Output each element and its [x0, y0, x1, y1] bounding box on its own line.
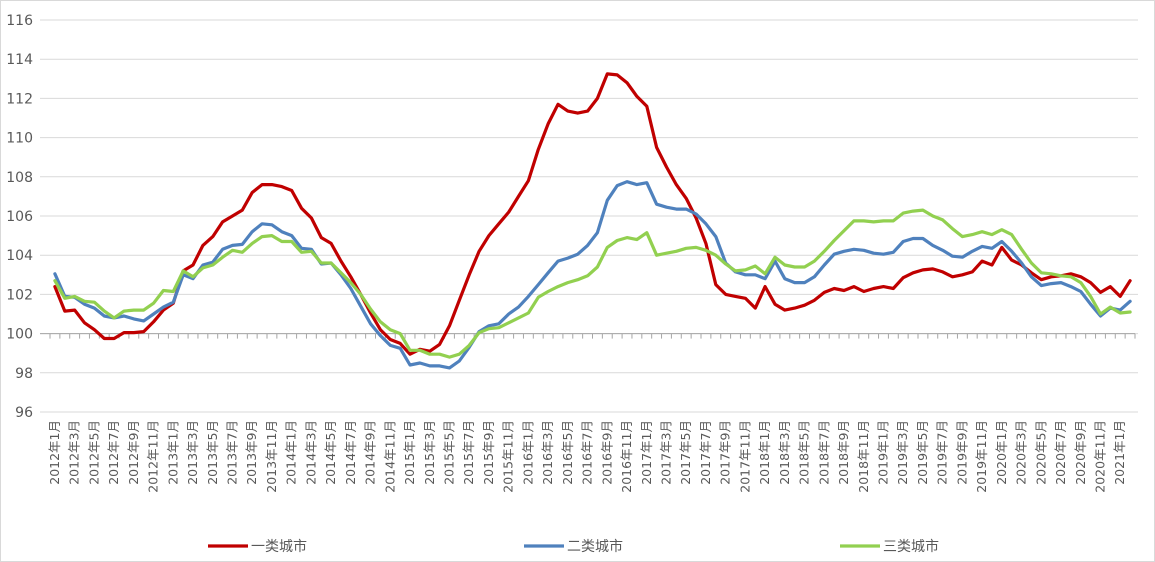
x-tick-label: 2019年7月 [935, 420, 950, 485]
y-tick-label: 112 [6, 91, 33, 107]
y-tick-label: 108 [6, 170, 33, 186]
x-tick-label: 2018年9月 [836, 420, 851, 485]
x-tick-label: 2019年1月 [875, 420, 890, 485]
x-tick-label: 2013年3月 [185, 420, 200, 485]
x-tick-label: 2017年3月 [658, 420, 673, 485]
x-tick-label: 2017年7月 [698, 420, 713, 485]
x-tick-label: 2017年1月 [639, 420, 654, 485]
x-tick-label: 2020年1月 [994, 420, 1009, 485]
x-tick-label: 2019年11月 [974, 420, 989, 493]
x-tick-label: 2015年5月 [441, 420, 456, 485]
x-tick-label: 2018年7月 [816, 420, 831, 485]
x-tick-label: 2015年7月 [461, 420, 476, 485]
x-tick-label: 2012年9月 [126, 420, 141, 485]
legend: 一类城市 二类城市 三类城市 [208, 538, 939, 555]
y-tick-label: 114 [6, 52, 33, 68]
y-tick-label: 104 [6, 248, 33, 264]
x-tick-label: 2019年3月 [895, 420, 910, 485]
x-tick-label: 2014年3月 [303, 420, 318, 485]
y-tick-label: 98 [15, 366, 33, 382]
legend-label: 二类城市 [567, 538, 623, 555]
x-tick-label: 2012年5月 [86, 420, 101, 485]
y-tick-label: 102 [6, 287, 33, 303]
x-tick-label: 2015年1月 [402, 420, 417, 485]
series-lines [53, 72, 1132, 370]
x-tick-label: 2014年5月 [323, 420, 338, 485]
x-tick-label: 2017年11月 [737, 420, 752, 493]
x-tick-label: 2014年7月 [343, 420, 358, 485]
x-tick-label: 2021年1月 [1112, 420, 1127, 485]
legend-label: 三类城市 [883, 538, 939, 555]
x-tick-label: 2013年9月 [244, 420, 259, 485]
x-tick-label: 2013年7月 [224, 420, 239, 485]
x-tick-label: 2017年9月 [718, 420, 733, 485]
x-tick-label: 2019年5月 [915, 420, 930, 485]
x-tick-label: 2015年3月 [422, 420, 437, 485]
y-tick-label: 106 [6, 209, 33, 225]
x-tick-label: 2013年1月 [165, 420, 180, 485]
x-tick-label: 2014年9月 [363, 420, 378, 485]
x-tick-label: 2018年1月 [757, 420, 772, 485]
gridlines [40, 19, 1138, 413]
x-tick-label: 2017年5月 [678, 420, 693, 485]
x-tick-label: 2012年3月 [67, 420, 82, 485]
x-tick-label: 2013年11月 [264, 420, 279, 493]
x-tick-label: 2013年5月 [205, 420, 220, 485]
x-tick-label: 2012年7月 [106, 420, 121, 485]
series-line-3 [53, 208, 1132, 359]
x-tick-label: 2020年5月 [1033, 420, 1048, 485]
series-line-1 [53, 72, 1132, 356]
y-tick-label: 116 [6, 13, 33, 29]
x-tick-label: 2015年11月 [501, 420, 516, 493]
x-tick-label: 2016年5月 [560, 420, 575, 485]
y-tick-label: 110 [6, 131, 33, 147]
x-tick-label: 2014年1月 [284, 420, 299, 485]
x-tick-label: 2012年11月 [146, 420, 161, 493]
x-tick-label: 2018年3月 [777, 420, 792, 485]
y-tick-label: 100 [6, 327, 33, 343]
x-tick-label: 2018年5月 [797, 420, 812, 485]
x-tick-label: 2016年3月 [540, 420, 555, 485]
x-tick-label: 2016年1月 [520, 420, 535, 485]
y-tick-label: 96 [15, 405, 33, 421]
x-tick-label: 2016年7月 [580, 420, 595, 485]
x-tick-label: 2018年11月 [856, 420, 871, 493]
x-tick-label: 2020年7月 [1053, 420, 1068, 485]
x-tick-label: 2012年1月 [47, 420, 62, 485]
x-tick-label: 2016年11月 [619, 420, 634, 493]
x-tick-label: 2015年9月 [481, 420, 496, 485]
x-tick-label: 2020年3月 [1014, 420, 1029, 485]
x-tick-label: 2020年9月 [1073, 420, 1088, 485]
y-axis-tick-labels: 96 98 100 102 104 106 108 110 112 114 116 [6, 13, 33, 421]
x-tick-label: 2019年9月 [954, 420, 969, 485]
x-tick-label: 2014年11月 [382, 420, 397, 493]
x-axis: 2012年1月 2012年3月 2012年5月 2012年7月 2012年9月 2012年… [40, 333, 1136, 493]
x-tick-label: 2020年11月 [1092, 420, 1107, 493]
x-tick-label: 2016年9月 [599, 420, 614, 485]
legend-label: 一类城市 [251, 538, 307, 555]
series-line-2 [53, 180, 1132, 370]
